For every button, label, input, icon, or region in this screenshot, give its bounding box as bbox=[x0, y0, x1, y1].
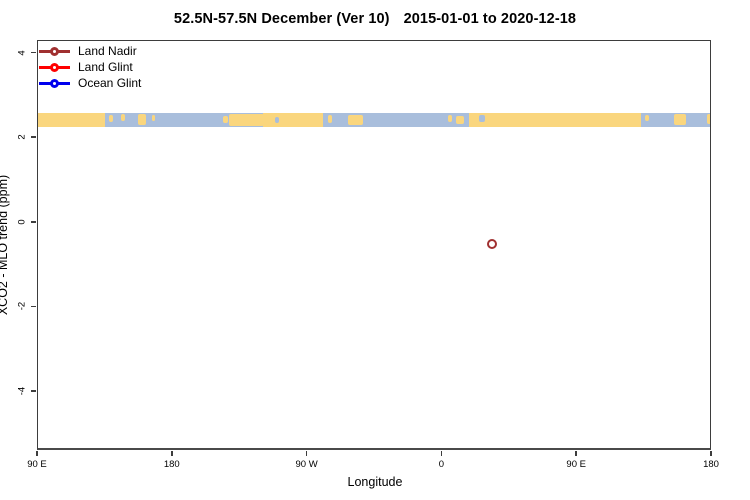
land-segment bbox=[644, 114, 650, 122]
x-tick-label: 180 bbox=[703, 459, 719, 470]
land-segment bbox=[137, 113, 146, 125]
y-tick-label: 0 bbox=[16, 219, 28, 225]
land-segment bbox=[348, 114, 363, 125]
legend-item-land-nadir: Land Nadir bbox=[39, 43, 219, 59]
y-tick-mark bbox=[31, 136, 36, 138]
legend-item-ocean-glint: Ocean Glint bbox=[39, 75, 219, 91]
land-segment bbox=[706, 114, 710, 124]
x-tick-mark bbox=[171, 451, 173, 456]
land-segment bbox=[151, 115, 156, 121]
land-segment bbox=[223, 116, 229, 124]
x-tick-label: 180 bbox=[163, 459, 180, 470]
land-segment bbox=[469, 112, 642, 127]
y-tick-label: -4 bbox=[16, 386, 28, 396]
legend-circle-marker bbox=[50, 46, 59, 56]
map-strip bbox=[38, 112, 710, 127]
x-tick-label: 90 E bbox=[27, 459, 47, 470]
legend-circle-marker bbox=[50, 78, 59, 88]
x-tick-label: 0 bbox=[438, 459, 445, 470]
y-tick-mark bbox=[31, 51, 36, 54]
y-tick-mark bbox=[31, 221, 36, 223]
land-segment bbox=[229, 114, 264, 126]
legend-item-land-glint: Land Glint bbox=[39, 59, 219, 75]
y-tick-label: -2 bbox=[16, 302, 28, 311]
x-tick-mark bbox=[305, 451, 308, 456]
land-segment bbox=[263, 112, 324, 127]
x-tick-label: 90 W bbox=[295, 459, 318, 470]
legend-label: Land Glint bbox=[78, 60, 133, 74]
legend-label: Land Nadir bbox=[78, 44, 137, 58]
land-segment bbox=[455, 115, 464, 125]
ocean-segment bbox=[478, 115, 485, 123]
x-tick-mark bbox=[36, 451, 38, 456]
x-axis-title: Longitude bbox=[347, 475, 403, 489]
land-segment bbox=[120, 113, 125, 121]
data-point-land-nadir bbox=[486, 238, 497, 249]
legend: Land Nadir Land Glint Ocean Glint bbox=[39, 43, 219, 91]
legend-label: Ocean Glint bbox=[78, 76, 142, 90]
y-axis-title: XCO2 - MLO trend (ppm) bbox=[0, 174, 10, 316]
land-segment bbox=[674, 113, 686, 125]
y-tick-label: 4 bbox=[16, 50, 28, 56]
x-tick-label: 90 E bbox=[566, 459, 586, 470]
y-tick-mark bbox=[31, 390, 36, 392]
land-segment bbox=[327, 114, 332, 123]
legend-circle-marker bbox=[50, 62, 59, 72]
land-segment bbox=[38, 112, 106, 127]
y-tick-label: 2 bbox=[16, 134, 28, 140]
ocean-segment bbox=[275, 117, 280, 123]
chart-title-range: 52.5N-57.5N December (Ver 10) bbox=[173, 11, 390, 27]
x-tick-mark bbox=[710, 451, 712, 456]
plot-area: Land Nadir Land Glint Ocean Glint bbox=[37, 40, 711, 450]
land-segment bbox=[448, 115, 452, 122]
ocean-segment bbox=[323, 114, 328, 123]
chart-title: 52.5N-57.5N December (Ver 10) 2015-01-01 … bbox=[0, 11, 750, 27]
x-tick-mark bbox=[575, 451, 577, 456]
x-tick-mark bbox=[440, 451, 443, 456]
y-tick-mark bbox=[31, 305, 36, 308]
land-segment bbox=[109, 114, 114, 123]
chart-title-dates: 2015-01-01 to 2020-12-18 bbox=[403, 11, 577, 27]
